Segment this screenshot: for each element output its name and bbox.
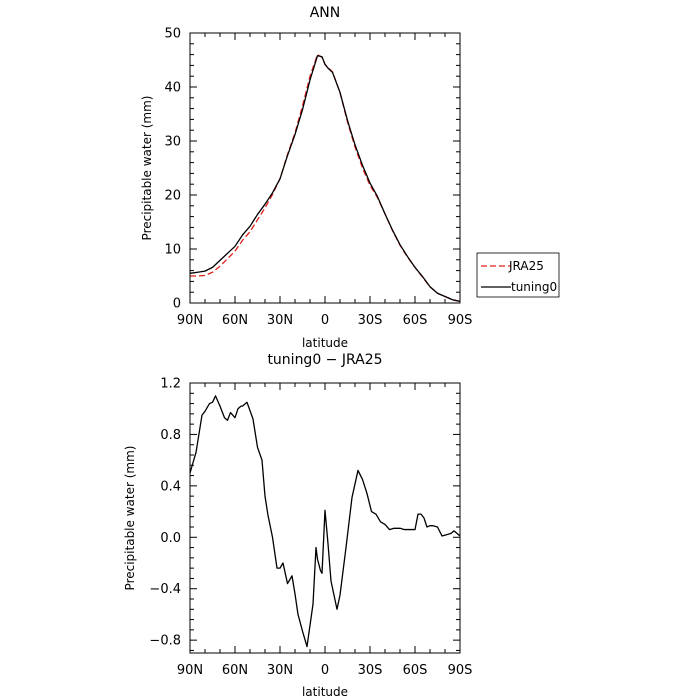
tick-layer-difference: 90N 60N 30N 0 30S 60S 90S −0.8 −0.4 0.0 0.4 0.8 1.2 [149, 377, 472, 679]
x-tick-label: 60N [222, 313, 248, 328]
panel-ann: ANN 90N 60N 30N 0 30S 60S 90S 0 10 20 30 40 50 latit… [140, 5, 560, 350]
y-tick-label: 50 [164, 27, 181, 42]
panel-difference: tuning0 − JRA25 90N 60N 30N 0 30S 60S 90S −0.8 −… [123, 352, 472, 699]
x-tick-label: 30N [267, 313, 293, 328]
plot-frame-difference [189, 382, 461, 654]
x-tick-label: 90S [448, 663, 473, 678]
series-layer-difference [189, 395, 461, 648]
legend: JRA25 tuning0 [476, 252, 560, 298]
x-tick-label: 60N [222, 663, 248, 678]
y-tick-label: 0 [173, 297, 181, 312]
x-tick-label: 0 [321, 313, 329, 328]
series-layer-ann [189, 53, 461, 303]
y-axis-label-difference: Precipitable water (mm) [123, 446, 137, 591]
y-tick-label: 0.0 [160, 531, 181, 546]
x-tick-label: 60S [403, 663, 428, 678]
x-tick-label: 30S [358, 663, 383, 678]
series-line-jra25 [190, 53, 461, 303]
tick-layer-ann: 90N 60N 30N 0 30S 60S 90S 0 10 20 30 40 50 [164, 27, 472, 329]
legend-label-jra25: JRA25 [508, 259, 544, 273]
x-tick-label: 0 [321, 663, 329, 678]
y-tick-label: 30 [164, 135, 181, 150]
x-tick-label: 90S [448, 313, 473, 328]
x-axis-label-ann: latitude [302, 336, 348, 350]
x-tick-label: 60S [403, 313, 428, 328]
series-line-difference [189, 395, 461, 648]
y-tick-label: −0.8 [149, 634, 181, 649]
y-tick-label: 0.8 [160, 428, 181, 443]
x-axis-label-difference: latitude [302, 685, 348, 699]
y-tick-label: 20 [164, 189, 181, 204]
x-tick-label: 90N [177, 313, 203, 328]
y-tick-label: 40 [164, 81, 181, 96]
chart-title-ann: ANN [310, 5, 341, 21]
y-tick-label: −0.4 [149, 582, 181, 597]
y-axis-label-ann: Precipitable water (mm) [140, 96, 154, 241]
chart-title-difference: tuning0 − JRA25 [267, 352, 382, 368]
y-tick-label: 10 [164, 243, 181, 258]
legend-box [476, 252, 560, 298]
y-tick-label: 1.2 [160, 377, 181, 392]
y-tick-label: 0.4 [160, 479, 181, 494]
series-line-tuning0 [189, 55, 461, 303]
legend-label-tuning0: tuning0 [511, 280, 557, 294]
x-tick-label: 30N [267, 663, 293, 678]
x-tick-label: 30S [358, 313, 383, 328]
x-tick-label: 90N [177, 663, 203, 678]
plot-frame-ann [189, 32, 461, 304]
